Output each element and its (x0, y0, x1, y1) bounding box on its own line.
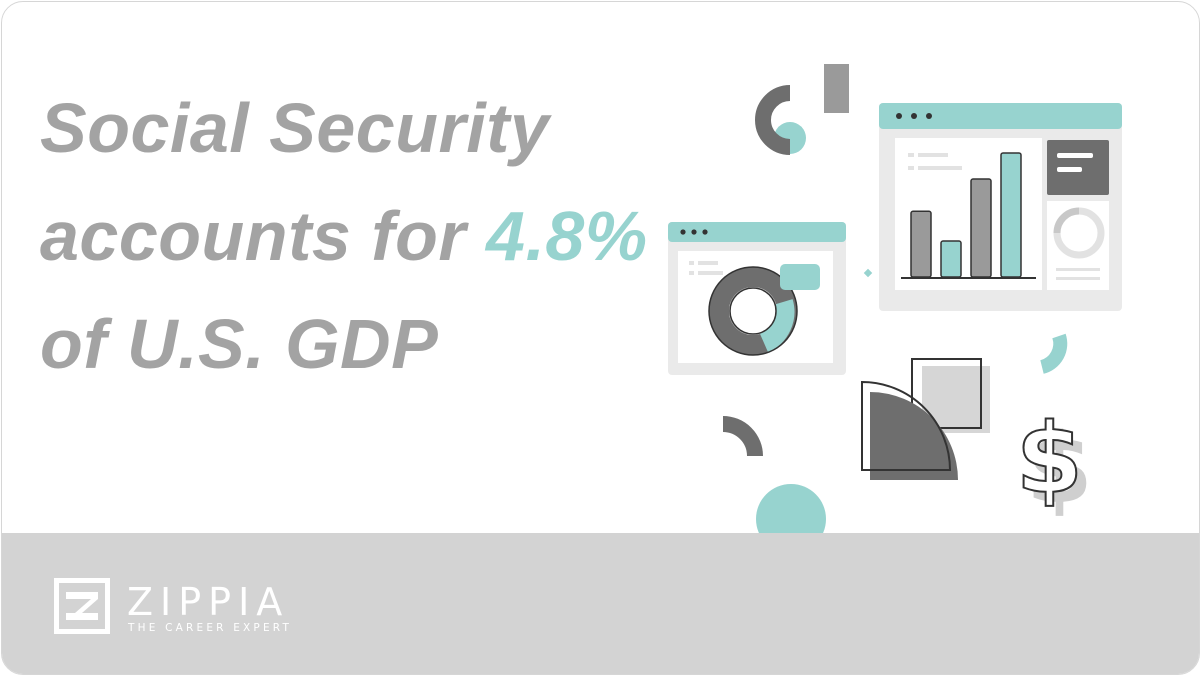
arc-decoration-right (1039, 333, 1068, 374)
diamond-decoration (863, 268, 873, 278)
zippia-logo: ZIPPIA THE CAREER EXPERT (54, 578, 314, 638)
bar-4 (1000, 152, 1022, 278)
bar-chart-bars (910, 152, 1022, 278)
bar-2 (940, 240, 962, 278)
svg-text:$: $ (1016, 403, 1083, 515)
zippia-wordmark: ZIPPIA (127, 580, 290, 624)
arc-decoration-bottom (722, 416, 763, 457)
headline: Social Security accounts for 4.8% of U.S… (40, 74, 648, 398)
bar-3 (970, 178, 992, 278)
bar-1 (910, 210, 932, 278)
bar-chart-window (879, 103, 1122, 311)
headline-stat-value: 4.8% (486, 197, 648, 275)
footer-band (2, 533, 1199, 674)
headline-line-2: accounts for 4.8% (40, 182, 648, 290)
svg-text:$: $ (1026, 413, 1093, 525)
dollar-sign-icon: $ $ (1015, 402, 1093, 525)
headline-line-3: of U.S. GDP (40, 305, 439, 383)
donut-chart-window (668, 222, 846, 375)
zippia-logo-mark-icon (54, 578, 110, 634)
zippia-tagline: THE CAREER EXPERT (128, 622, 293, 634)
headline-line-2-prefix: accounts for (40, 197, 487, 275)
quarter-circle-decoration (861, 380, 958, 480)
arc-decoration-top (755, 85, 806, 155)
headline-line-1: Social Security (40, 89, 550, 167)
gray-bar-decoration (824, 64, 849, 113)
